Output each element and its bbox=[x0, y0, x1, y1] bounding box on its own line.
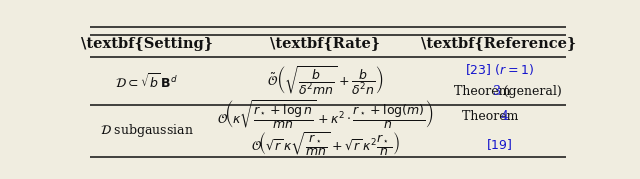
Text: Theorem: Theorem bbox=[454, 85, 513, 98]
Text: $\mathcal{O}\!\left(\sqrt{r}\,\kappa\sqrt{\dfrac{r_\star}{mn}} + \sqrt{r}\,\kapp: $\mathcal{O}\!\left(\sqrt{r}\,\kappa\sqr… bbox=[251, 130, 400, 158]
Text: \textbf{Rate}: \textbf{Rate} bbox=[271, 37, 381, 50]
Text: 3: 3 bbox=[493, 85, 501, 98]
Text: Theorem: Theorem bbox=[462, 110, 521, 124]
Text: $\mathcal{D}$ subgaussian: $\mathcal{D}$ subgaussian bbox=[100, 122, 194, 139]
Text: $\mathcal{D} \subset \sqrt{b}\,\mathbf{B}^d$: $\mathcal{D} \subset \sqrt{b}\,\mathbf{B… bbox=[115, 72, 179, 91]
Text: $[23]\ (r = 1)$: $[23]\ (r = 1)$ bbox=[465, 62, 534, 77]
Text: \textbf{Setting}: \textbf{Setting} bbox=[81, 37, 213, 50]
Text: \textbf{Reference}: \textbf{Reference} bbox=[422, 37, 577, 50]
Text: 4: 4 bbox=[500, 110, 509, 124]
Text: $[19]$: $[19]$ bbox=[486, 137, 513, 152]
Text: (general): (general) bbox=[500, 85, 561, 98]
Text: $\tilde{\mathcal{O}}\left(\sqrt{\dfrac{b}{\delta^2 mn}} + \dfrac{b}{\delta^2 n}\: $\tilde{\mathcal{O}}\left(\sqrt{\dfrac{b… bbox=[268, 65, 384, 98]
Text: $\mathcal{O}\!\left(\kappa\sqrt{\dfrac{r_\star+\log n}{mn}} + \kappa^2 \cdot \df: $\mathcal{O}\!\left(\kappa\sqrt{\dfrac{r… bbox=[218, 98, 434, 131]
